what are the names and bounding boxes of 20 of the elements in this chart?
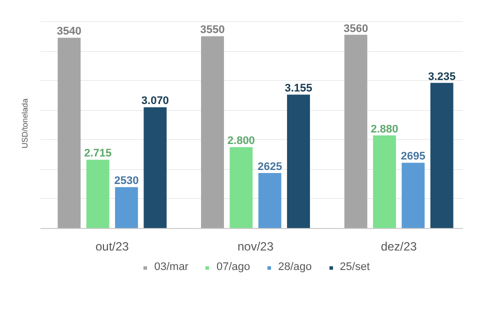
data-label: 2.880 xyxy=(370,123,398,136)
data-label: 3560 xyxy=(344,22,368,35)
data-label: 2.715 xyxy=(84,148,112,160)
data-label: 2625 xyxy=(258,161,282,174)
data-label: 2.800 xyxy=(227,135,255,148)
data-label: 3.235 xyxy=(428,70,456,83)
data-label: 3.155 xyxy=(284,82,312,95)
legend-label: 25/set xyxy=(340,261,370,273)
x-tick-label: nov/23 xyxy=(237,240,274,254)
legend-label: 03/mar xyxy=(154,261,188,273)
legend-label: 07/ago xyxy=(216,261,250,273)
data-label: 2530 xyxy=(114,175,139,188)
x-tick-label: out/23 xyxy=(95,240,130,254)
data-label: 3550 xyxy=(200,24,225,36)
y-axis-title: USD/tonelada xyxy=(20,98,30,148)
x-tick-label: dez/23 xyxy=(380,240,418,254)
data-label: 3.070 xyxy=(141,95,169,108)
data-label: 2695 xyxy=(400,150,426,163)
legend-label: 28/ago xyxy=(278,261,312,273)
data-label: 3540 xyxy=(56,26,82,38)
